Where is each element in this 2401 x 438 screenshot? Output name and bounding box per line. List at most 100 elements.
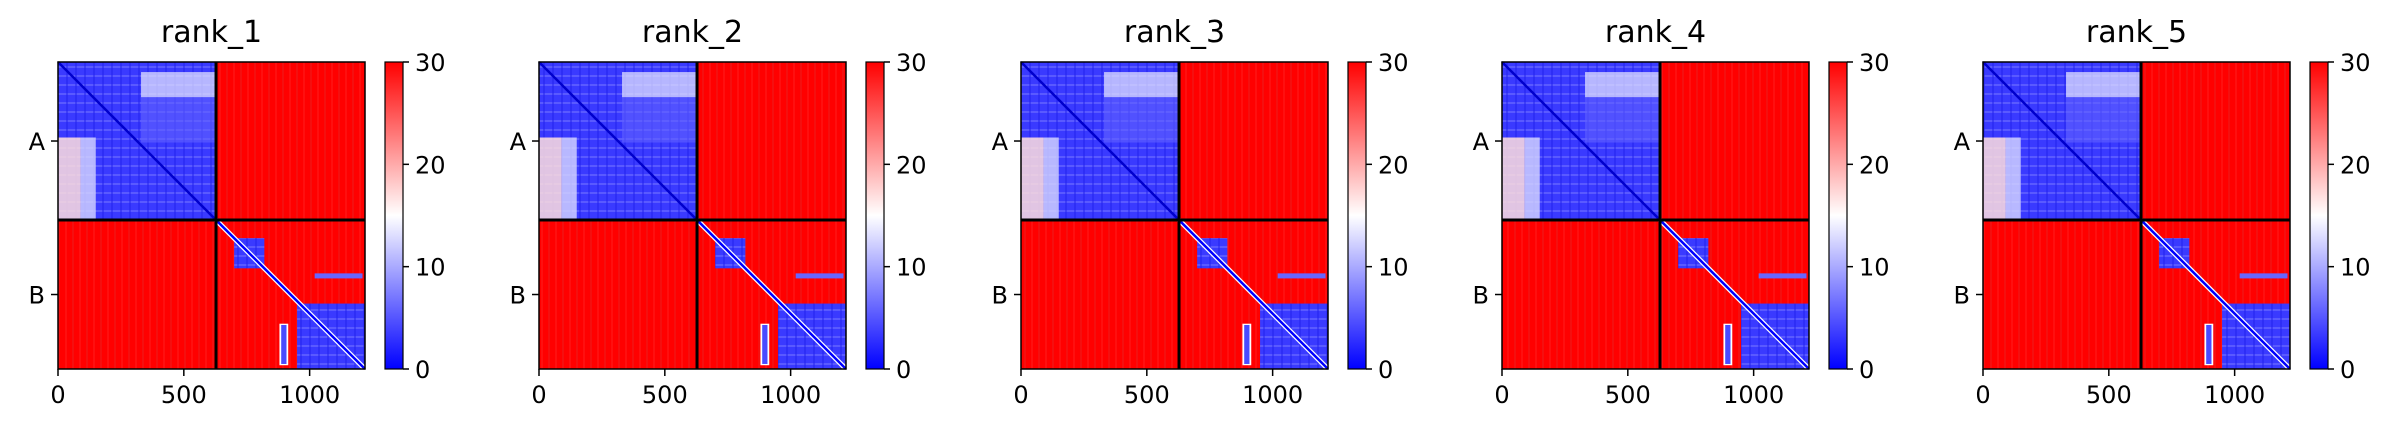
colorbar-tick-label: 10 (415, 254, 446, 282)
x-tick-label: 500 (1124, 381, 1170, 409)
chain-label: B (1473, 282, 1489, 310)
colorbar-tick-label: 30 (415, 49, 446, 77)
block-b-strip-v (762, 324, 768, 364)
colorbar-frame (2309, 61, 2329, 370)
block-b-diagonal (215, 219, 366, 370)
colorbar-tick-label: 20 (1378, 151, 1409, 179)
x-tick-label: 0 (1494, 381, 1509, 409)
block-a-diagonal (57, 61, 217, 221)
heatmap-panel-2: rank_2 A B 0 500 1000 0 10 20 30 (510, 15, 927, 409)
block-b-strip-h (2239, 273, 2288, 279)
colorbar-tick-label: 10 (1859, 254, 1890, 282)
x-tick-label: 1000 (2204, 381, 2265, 409)
colorbar-tick-label: 0 (1859, 356, 1874, 384)
colorbar-tick-label: 20 (896, 151, 927, 179)
chain-label: B (992, 282, 1008, 310)
block-b-diagonal (1178, 219, 1329, 370)
colorbar (866, 62, 884, 369)
block-a-diagonal (538, 61, 698, 221)
panel-title: rank_2 (642, 15, 743, 50)
block-a-light-region (561, 137, 577, 221)
colorbar-frame (865, 61, 885, 370)
block-a-mid-band (1585, 97, 1661, 143)
chain-label: A (992, 128, 1009, 156)
block-a-light-band (1585, 72, 1661, 98)
block-a-mid-band (1104, 97, 1180, 143)
block-a-pale-region (58, 137, 81, 221)
block-a-diagonal (1501, 61, 1661, 221)
block-a-light-band (622, 72, 698, 98)
block-b-strip-h (1758, 273, 1807, 279)
colorbar-tick-label: 0 (1378, 356, 1393, 384)
colorbar-tick-label: 0 (2340, 356, 2355, 384)
chain-label: A (1954, 128, 1971, 156)
heatmap-panel-3: rank_3 A B 0 500 1000 0 10 20 30 (992, 15, 1409, 409)
block-a-pale-region (1983, 137, 2006, 221)
chain-label: B (1954, 282, 1970, 310)
block-b-strip-h (795, 273, 844, 279)
colorbar-frame (1828, 61, 1848, 370)
block-a-light-region (1043, 137, 1059, 221)
chain-label: A (29, 128, 46, 156)
colorbar-frame (384, 61, 404, 370)
block-a-mid-band (622, 97, 698, 143)
x-tick-label: 1000 (279, 381, 340, 409)
block-a-mid-band (2066, 97, 2142, 143)
panel-title: rank_5 (2086, 15, 2187, 50)
block-a-pale-region (1502, 137, 1525, 221)
block-b-strip-v (2206, 324, 2212, 364)
block-b-strip-h (1277, 273, 1326, 279)
x-tick-label: 500 (642, 381, 688, 409)
block-a-diagonal (1982, 61, 2142, 221)
plot-frame (57, 61, 366, 370)
block-b-diagonal (2140, 219, 2291, 370)
x-tick-label: 500 (2086, 381, 2132, 409)
colorbar-tick-label: 20 (2340, 151, 2371, 179)
colorbar-tick-label: 10 (1378, 254, 1409, 282)
block-a-light-band (1104, 72, 1180, 98)
plot-frame (1982, 61, 2291, 370)
colorbar (1348, 62, 1366, 369)
colorbar-tick-label: 30 (1378, 49, 1409, 77)
colorbar-tick-label: 20 (415, 151, 446, 179)
colorbar-tick-label: 0 (896, 356, 911, 384)
x-tick-label: 1000 (1242, 381, 1303, 409)
block-a-diagonal (1020, 61, 1180, 221)
block-a-pale-region (1021, 137, 1044, 221)
x-tick-label: 500 (161, 381, 207, 409)
plot-frame (538, 61, 847, 370)
block-b-diagonal (1659, 219, 1810, 370)
block-a-pale-region (539, 137, 562, 221)
x-tick-label: 500 (1605, 381, 1651, 409)
plot-frame (1020, 61, 1329, 370)
block-b-strip-h (314, 273, 363, 279)
chain-label: A (1473, 128, 1490, 156)
heatmap-panel-4: rank_4 A B 0 500 1000 0 10 20 30 (1473, 15, 1890, 409)
block-a-light-band (2066, 72, 2142, 98)
chain-label: A (510, 128, 527, 156)
panel-title: rank_3 (1124, 15, 1225, 50)
block-b-strip-v (281, 324, 287, 364)
colorbar (2310, 62, 2328, 369)
chain-label: B (29, 282, 45, 310)
block-a-mid-band (141, 97, 217, 143)
colorbar (1829, 62, 1847, 369)
x-tick-label: 0 (531, 381, 546, 409)
block-a-light-band (141, 72, 217, 98)
colorbar-tick-label: 20 (1859, 151, 1890, 179)
x-tick-label: 0 (50, 381, 65, 409)
panel-title: rank_4 (1605, 15, 1706, 50)
x-tick-label: 0 (1013, 381, 1028, 409)
panel-title: rank_1 (161, 15, 262, 50)
x-tick-label: 1000 (1723, 381, 1784, 409)
colorbar (385, 62, 403, 369)
block-a-light-region (2005, 137, 2021, 221)
block-b-diagonal (696, 219, 847, 370)
chain-label: B (510, 282, 526, 310)
colorbar-tick-label: 0 (415, 356, 430, 384)
x-tick-label: 0 (1975, 381, 1990, 409)
block-b-strip-v (1244, 324, 1250, 364)
plot-frame (1501, 61, 1810, 370)
colorbar-tick-label: 10 (896, 254, 927, 282)
